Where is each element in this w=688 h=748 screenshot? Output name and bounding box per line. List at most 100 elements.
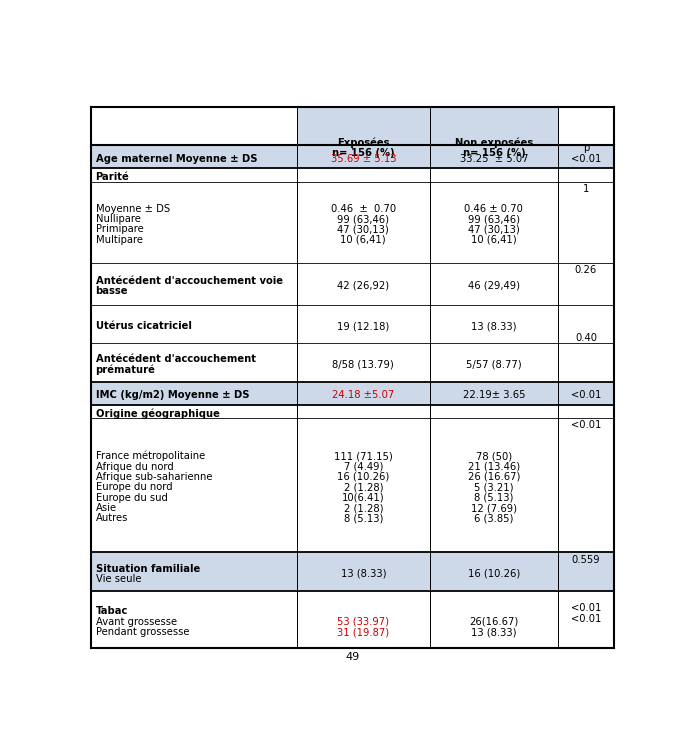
Text: 13 (8.33): 13 (8.33) (471, 627, 517, 637)
Bar (558, 405, 614, 418)
Text: Primipare: Primipare (96, 224, 143, 234)
Text: <0.01: <0.01 (570, 604, 601, 613)
Bar (92, 263, 297, 304)
Text: 42 (26,92): 42 (26,92) (337, 280, 389, 291)
Text: 99 (63,46): 99 (63,46) (468, 214, 520, 224)
Text: 24.18 ±5.07: 24.18 ±5.07 (332, 390, 394, 400)
Text: 53 (33.97): 53 (33.97) (337, 616, 389, 627)
Bar (297, 182, 430, 263)
Bar (297, 418, 430, 553)
Text: Age maternel Moyenne ± DS: Age maternel Moyenne ± DS (96, 154, 257, 164)
Bar (92, 107, 297, 145)
Bar (558, 145, 614, 168)
Bar (430, 553, 558, 591)
Text: Vie seule: Vie seule (96, 574, 141, 584)
Text: 13 (8.33): 13 (8.33) (471, 321, 517, 331)
Text: 6 (3.85): 6 (3.85) (474, 513, 513, 524)
Text: 47 (30,13): 47 (30,13) (337, 224, 389, 234)
Text: Pendant grossesse: Pendant grossesse (96, 627, 189, 637)
Text: 8 (5.13): 8 (5.13) (343, 513, 383, 524)
Text: Europe du sud: Europe du sud (96, 493, 167, 503)
Text: 1: 1 (583, 184, 589, 194)
Text: 2 (1.28): 2 (1.28) (343, 503, 383, 513)
Text: France métropolitaine: France métropolitaine (96, 451, 205, 462)
Text: 33.25  ± 5.07: 33.25 ± 5.07 (460, 154, 528, 164)
Bar (297, 591, 430, 649)
Text: 7 (4.49): 7 (4.49) (343, 462, 383, 471)
Bar (430, 145, 558, 168)
Text: basse: basse (96, 286, 128, 296)
Text: 10 (6,41): 10 (6,41) (341, 235, 386, 245)
Text: Avant grossesse: Avant grossesse (96, 616, 177, 627)
Bar (430, 381, 558, 405)
Bar (430, 591, 558, 649)
Bar (92, 304, 297, 343)
Bar (558, 304, 614, 343)
Bar (558, 182, 614, 263)
Text: 13 (8.33): 13 (8.33) (341, 568, 386, 579)
Text: <0.01: <0.01 (570, 420, 601, 430)
Text: 16 (10.26): 16 (10.26) (337, 472, 389, 482)
Text: Afrique du nord: Afrique du nord (96, 462, 173, 471)
Bar (430, 418, 558, 553)
Text: 26(16.67): 26(16.67) (469, 616, 519, 627)
Text: Europe du nord: Europe du nord (96, 482, 172, 492)
Bar (430, 304, 558, 343)
Text: Non exposées: Non exposées (455, 137, 533, 147)
Bar (92, 405, 297, 418)
Text: 0.26: 0.26 (574, 265, 597, 275)
Text: 16 (10.26): 16 (10.26) (468, 568, 520, 579)
Bar (430, 168, 558, 182)
Text: Antécédent d'accouchement voie: Antécédent d'accouchement voie (96, 275, 283, 286)
Bar (297, 343, 430, 381)
Text: Multipare: Multipare (96, 235, 142, 245)
Bar (92, 553, 297, 591)
Bar (92, 591, 297, 649)
Text: <0.01: <0.01 (570, 154, 601, 164)
Text: <0.01: <0.01 (570, 390, 601, 400)
Bar (558, 418, 614, 553)
Bar (297, 381, 430, 405)
Text: 49: 49 (345, 652, 360, 662)
Text: 19 (12.18): 19 (12.18) (337, 321, 389, 331)
Text: Antécédent d'accouchement: Antécédent d'accouchement (96, 355, 256, 364)
Text: Afrique sub-saharienne: Afrique sub-saharienne (96, 472, 212, 482)
Text: 0.46 ± 0.70: 0.46 ± 0.70 (464, 203, 524, 214)
Text: 111 (71.15): 111 (71.15) (334, 451, 393, 462)
Bar (92, 381, 297, 405)
Text: 5 (3.21): 5 (3.21) (474, 482, 514, 492)
Bar (558, 168, 614, 182)
Bar (92, 343, 297, 381)
Text: Utérus cicatriciel: Utérus cicatriciel (96, 321, 191, 331)
Text: 10(6.41): 10(6.41) (342, 493, 385, 503)
Bar (430, 182, 558, 263)
Bar (430, 343, 558, 381)
Text: 99 (63,46): 99 (63,46) (337, 214, 389, 224)
Bar (92, 182, 297, 263)
Text: 2 (1.28): 2 (1.28) (343, 482, 383, 492)
Text: 26 (16.67): 26 (16.67) (468, 472, 520, 482)
Text: 22.19± 3.65: 22.19± 3.65 (462, 390, 525, 400)
Bar (297, 553, 430, 591)
Text: 0.46  ±  0.70: 0.46 ± 0.70 (331, 203, 396, 214)
Text: 46 (29,49): 46 (29,49) (468, 280, 520, 291)
Bar (92, 145, 297, 168)
Text: Origine géographique: Origine géographique (96, 408, 219, 419)
Text: 0.559: 0.559 (572, 555, 600, 565)
Bar (430, 263, 558, 304)
Bar (558, 381, 614, 405)
Text: 8 (5.13): 8 (5.13) (474, 493, 513, 503)
Text: 5/57 (8.77): 5/57 (8.77) (466, 360, 522, 370)
Text: Autres: Autres (96, 513, 128, 524)
Text: 31 (19.87): 31 (19.87) (337, 627, 389, 637)
Text: <0.01: <0.01 (570, 614, 601, 624)
Bar (558, 591, 614, 649)
Bar (297, 263, 430, 304)
Text: Parité: Parité (96, 172, 129, 183)
Text: 78 (50): 78 (50) (476, 451, 512, 462)
Bar (92, 168, 297, 182)
Bar (430, 405, 558, 418)
Bar (558, 343, 614, 381)
Bar (558, 107, 614, 145)
Bar (297, 145, 430, 168)
